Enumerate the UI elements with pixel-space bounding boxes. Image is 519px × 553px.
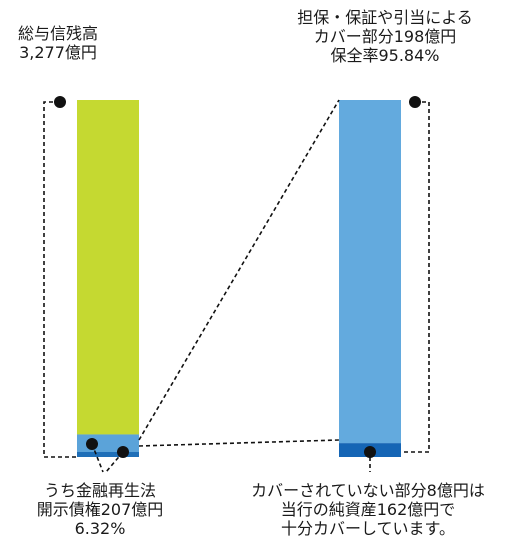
dot-covered — [409, 96, 421, 108]
covered-label-line3: 保全率95.84% — [330, 46, 440, 65]
disclosed-label-line2: 開示債権207億円 — [36, 500, 164, 519]
connector-cover-bottom — [138, 439, 340, 447]
total-label-name: 総与信残高 — [17, 24, 98, 43]
covered-label: 担保・保証や引当による カバー部分198億円 保全率95.84% — [265, 8, 505, 65]
connector-dots — [54, 96, 421, 458]
disclosed-label-line3: 6.32% — [74, 519, 126, 538]
total-label-value: 3,277億円 — [19, 43, 97, 62]
uncovered-label-line2: 当行の純資産162億円で — [280, 500, 456, 519]
covered-label-line1: 担保・保証や引当による — [297, 8, 473, 27]
covered-label-line2: カバー部分198億円 — [313, 27, 457, 46]
connector-disclosed-to-label — [105, 451, 124, 473]
dot-disclosed-right — [117, 446, 129, 458]
dot-uncovered — [364, 446, 376, 458]
dot-disclosed-left — [86, 438, 98, 450]
connector-cover-top — [138, 99, 340, 441]
uncovered-label-line1: カバーされていない部分8億円は — [251, 481, 485, 500]
connector-total-to-disclosed-label — [91, 443, 104, 473]
connector-lines — [43, 99, 430, 473]
total-label: 総与信残高 3,277億円 — [4, 24, 112, 62]
uncovered-label: カバーされていない部分8億円は 当行の純資産162億円で 十分カバーしています。 — [218, 481, 518, 538]
connector-total-bracket — [43, 101, 77, 458]
covered-bar — [339, 100, 401, 444]
disclosed-label: うち金融再生法 開示債権207億円 6.32% — [10, 481, 190, 538]
total-bar-main — [77, 100, 139, 435]
dot-total — [54, 96, 66, 108]
uncovered-label-line3: 十分カバーしています。 — [281, 519, 455, 538]
disclosed-label-line1: うち金融再生法 — [43, 481, 156, 500]
connector-cover-bracket — [401, 101, 430, 453]
total-bar-disclosed-segment-dark — [77, 452, 139, 457]
